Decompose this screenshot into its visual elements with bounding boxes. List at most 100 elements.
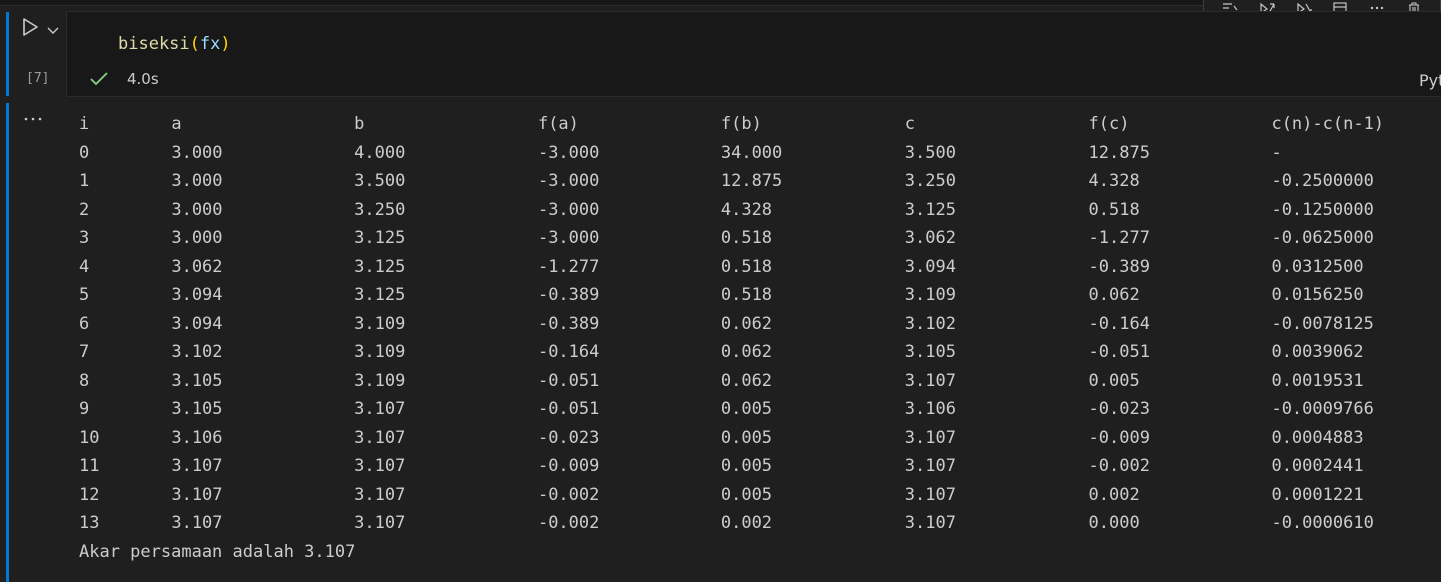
table-row: 7 3.102 3.109 -0.164 0.062 3.105 -0.051 0.00390… xyxy=(79,342,1441,371)
table-row: 0 3.000 4.000 -3.000 34.000 3.500 12.875 - xyxy=(79,143,1441,172)
code-open-paren: ( xyxy=(189,34,200,54)
table-cell: 0.0156250 xyxy=(1271,285,1364,305)
execution-duration: 4.0s xyxy=(127,70,159,88)
column-header: f(c) xyxy=(1088,114,1130,134)
table-cell: 3.125 xyxy=(904,199,956,220)
table-cell: 0.062 xyxy=(720,313,773,334)
language-label[interactable]: Python xyxy=(1419,71,1441,90)
table-row: 10 3.106 3.107 -0.023 0.005 3.107 -0.009 0.0004… xyxy=(79,428,1441,457)
table-cell: 3.105 xyxy=(171,399,223,419)
table-cell: 3.105 xyxy=(171,370,223,391)
table-cell: 3.125 xyxy=(354,256,406,277)
table-row: 2 3.000 3.250 -3.000 4.328 3.125 0.518 -0.12500… xyxy=(79,200,1441,229)
table-cell: 3.250 xyxy=(904,171,956,191)
code-line[interactable]: biseksi(fx) xyxy=(118,34,231,54)
execute-above-icon[interactable] xyxy=(1259,2,1275,14)
table-cell: 3.062 xyxy=(171,256,223,277)
column-header: f(a) xyxy=(537,114,579,134)
bisection-table: i a b f(a) f(b) c f(c) c(n)-c(n-1) 0 3.000 4.000 -… xyxy=(79,114,1441,542)
table-cell: -0.0009766 xyxy=(1271,399,1374,419)
table-cell: -0.051 xyxy=(537,370,600,391)
table-cell: -1.277 xyxy=(537,256,600,277)
code-close-paren: ) xyxy=(220,34,231,54)
output-menu-button[interactable] xyxy=(22,112,46,128)
table-cell: 0.005 xyxy=(720,456,773,476)
table-cell: 3.000 xyxy=(171,142,223,163)
table-cell: 0.518 xyxy=(720,256,773,277)
table-cell: 7 xyxy=(79,342,90,362)
table-cell: 4.328 xyxy=(1088,171,1140,191)
table-cell: 3.094 xyxy=(171,313,223,334)
table-cell: 4.328 xyxy=(720,199,773,220)
check-icon xyxy=(89,70,111,88)
code-editor[interactable]: biseksi(fx) 4.0s Python xyxy=(66,11,1441,97)
table-cell: 3.107 xyxy=(171,456,223,476)
table-cell: 3.107 xyxy=(354,456,406,476)
table-cell: -0.164 xyxy=(1088,313,1150,334)
top-border xyxy=(0,0,1441,6)
table-cell: 0.002 xyxy=(1088,484,1140,505)
table-cell: 3.000 xyxy=(171,171,223,191)
table-cell: 3.107 xyxy=(904,456,956,476)
table-cell: -0.002 xyxy=(1088,456,1150,476)
table-cell: -0.2500000 xyxy=(1271,171,1374,191)
table-cell: 3.094 xyxy=(904,256,956,277)
table-row: 12 3.107 3.107 -0.002 0.005 3.107 0.002 0.00012… xyxy=(79,485,1441,514)
table-row: 1 3.000 3.500 -3.000 12.875 3.250 4.328 -0.2500… xyxy=(79,171,1441,200)
code-argument: fx xyxy=(199,34,221,54)
table-cell: 3.106 xyxy=(904,399,956,419)
table-row: 8 3.105 3.109 -0.051 0.062 3.107 0.005 0.001953… xyxy=(79,371,1441,400)
table-cell: 0.518 xyxy=(720,228,773,248)
table-cell: 3.500 xyxy=(904,142,956,163)
table-cell: -0.389 xyxy=(537,285,600,305)
table-cell: -0.051 xyxy=(537,399,600,419)
table-cell: -3.000 xyxy=(537,228,600,248)
table-cell: -0.023 xyxy=(1088,399,1150,419)
run-by-line-icon[interactable] xyxy=(1222,2,1238,14)
table-cell: 1 xyxy=(79,171,90,191)
table-cell: - xyxy=(1271,142,1282,163)
table-cell: 3.109 xyxy=(904,285,956,305)
table-cell: 3.106 xyxy=(171,427,223,448)
more-icon[interactable] xyxy=(1369,2,1385,14)
table-cell: 3.000 xyxy=(171,199,223,220)
run-options-button[interactable] xyxy=(46,22,60,36)
table-cell: -0.389 xyxy=(1088,256,1150,277)
table-cell: 12.875 xyxy=(720,171,783,191)
table-cell: -0.0625000 xyxy=(1271,228,1374,248)
table-cell: 3.000 xyxy=(171,228,223,248)
table-cell: 0.005 xyxy=(720,399,773,419)
table-cell: 0.000 xyxy=(1088,513,1140,533)
table-cell: -0.164 xyxy=(537,342,600,362)
execute-below-icon[interactable] xyxy=(1296,2,1312,14)
table-cell: 0.0002441 xyxy=(1271,456,1364,476)
table-cell: 0.0019531 xyxy=(1271,370,1364,391)
table-row: 11 3.107 3.107 -0.009 0.005 3.107 -0.002 0.0002… xyxy=(79,456,1441,485)
table-row: 9 3.105 3.107 -0.051 0.005 3.106 -0.023 -0.0009… xyxy=(79,399,1441,428)
table-cell: 0.0039062 xyxy=(1271,342,1364,362)
table-cell: 0.0004883 xyxy=(1271,427,1364,448)
column-header: a xyxy=(171,114,182,134)
output-focus-indicator xyxy=(6,103,9,582)
table-cell: 3.500 xyxy=(354,171,406,191)
table-cell: -3.000 xyxy=(537,199,600,220)
table-cell: 3.250 xyxy=(354,199,406,220)
table-cell: 3.107 xyxy=(354,399,406,419)
table-cell: 2 xyxy=(79,199,90,220)
table-cell: 3.107 xyxy=(171,513,223,533)
table-cell: 3 xyxy=(79,228,90,248)
table-cell: 0.062 xyxy=(720,342,773,362)
run-cell-button[interactable] xyxy=(19,18,41,40)
table-cell: -0.002 xyxy=(537,513,600,533)
table-cell: -0.051 xyxy=(1088,342,1150,362)
table-cell: 3.125 xyxy=(354,228,406,248)
table-cell: 0.005 xyxy=(720,427,773,448)
table-cell: -3.000 xyxy=(537,142,600,163)
table-row: 13 3.107 3.107 -0.002 0.002 3.107 0.000 -0.0000… xyxy=(79,513,1441,542)
table-cell: 3.107 xyxy=(904,513,956,533)
table-cell: 0.062 xyxy=(1088,285,1140,305)
table-cell: 12 xyxy=(79,484,100,505)
column-header: i xyxy=(79,114,90,134)
table-cell: 4 xyxy=(79,256,90,277)
table-cell: 8 xyxy=(79,370,90,391)
